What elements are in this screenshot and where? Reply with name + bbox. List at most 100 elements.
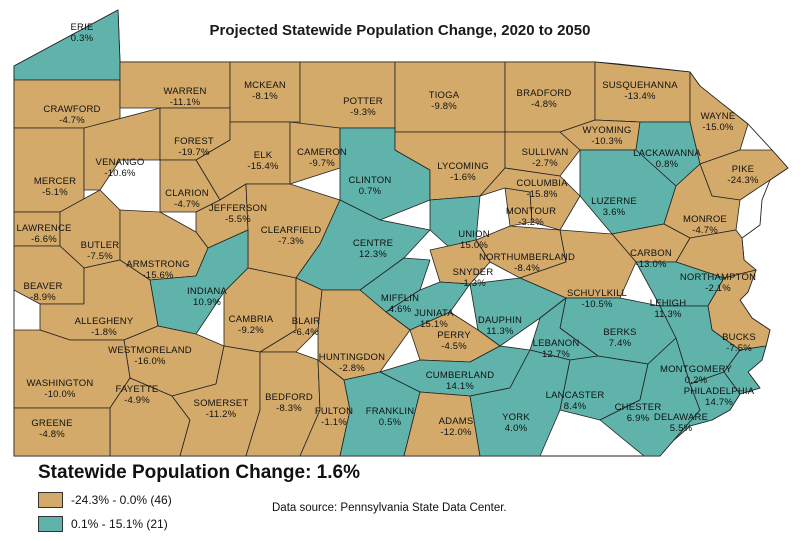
county-value: 11.3% bbox=[654, 309, 682, 320]
county-label-northumberland: NORTHUMBERLAND -8.4% bbox=[479, 252, 575, 274]
county-label-montgomery: MONTGOMERY 0.2% bbox=[660, 364, 732, 386]
county-value: -13.0% bbox=[635, 259, 667, 270]
county-shape-erie bbox=[13, 9, 121, 81]
county-label-cameron: CAMERON -9.7% bbox=[297, 147, 347, 169]
county-value: -1.6% bbox=[450, 172, 476, 183]
county-value: 4.0% bbox=[504, 423, 528, 434]
county-value: 0.5% bbox=[378, 417, 402, 428]
county-value: -8.3% bbox=[276, 403, 302, 414]
county-name: PERRY bbox=[437, 330, 471, 341]
county-label-washington: WASHINGTON -10.0% bbox=[27, 378, 94, 400]
county-label-chester: CHESTER 6.9% bbox=[615, 402, 662, 424]
county-value: 3.6% bbox=[602, 207, 626, 218]
county-value: -5.1% bbox=[42, 187, 68, 198]
county-name: SUSQUEHANNA bbox=[602, 80, 678, 91]
county-name: BERKS bbox=[603, 327, 637, 338]
county-value: -4.5% bbox=[441, 341, 467, 352]
county-value: -8.9% bbox=[30, 292, 56, 303]
county-name: CHESTER bbox=[614, 402, 662, 413]
county-value: 14.7% bbox=[705, 397, 733, 408]
county-value: 0.2% bbox=[684, 375, 708, 386]
county-label-lebanon: LEBANON 12.7% bbox=[533, 338, 580, 360]
county-label-greene: GREENE -4.8% bbox=[31, 418, 72, 440]
county-label-fulton: FULTON -1.1% bbox=[315, 406, 353, 428]
county-shape-delaware bbox=[673, 371, 741, 441]
county-name: MCKEAN bbox=[244, 80, 286, 91]
county-label-beaver: BEAVER -8.9% bbox=[23, 281, 62, 303]
county-name: CUMBERLAND bbox=[425, 370, 495, 381]
county-label-cumberland: CUMBERLAND 14.1% bbox=[426, 370, 495, 392]
county-label-fayette: FAYETTE -4.9% bbox=[116, 384, 159, 406]
county-value: 5.5% bbox=[669, 423, 693, 434]
county-name: GREENE bbox=[31, 418, 73, 429]
county-label-venango: VENANGO -10.6% bbox=[96, 157, 145, 179]
county-name: MIFFLIN bbox=[380, 293, 420, 304]
county-name: BEAVER bbox=[23, 281, 63, 292]
county-label-lehigh: LEHIGH 11.3% bbox=[650, 298, 687, 320]
county-label-lycoming: LYCOMING -1.6% bbox=[437, 161, 489, 183]
county-name: BRADFORD bbox=[516, 88, 572, 99]
county-label-clarion: CLARION -4.7% bbox=[165, 188, 209, 210]
county-value: -4.7% bbox=[174, 199, 200, 210]
county-label-montour: MONTOUR -3.2% bbox=[506, 206, 556, 228]
county-label-monroe: MONROE -4.7% bbox=[683, 214, 727, 236]
county-value: 6.9% bbox=[626, 413, 650, 424]
county-label-carbon: CARBON -13.0% bbox=[630, 248, 672, 270]
county-label-jefferson: JEFFERSON -5.5% bbox=[209, 203, 267, 225]
legend-label-decline: -24.3% - 0.0% (46) bbox=[71, 493, 172, 507]
county-shape-snyder bbox=[429, 239, 491, 285]
county-name: ELK bbox=[253, 150, 273, 161]
county-label-luzerne: LUZERNE 3.6% bbox=[591, 196, 637, 218]
county-value: -9.7% bbox=[309, 158, 335, 169]
county-value: -15.6% bbox=[142, 270, 174, 281]
county-label-perry: PERRY -4.5% bbox=[437, 330, 471, 352]
county-value: -3.2% bbox=[518, 217, 544, 228]
legend-swatch-decline bbox=[38, 492, 63, 508]
county-name: PIKE bbox=[731, 164, 755, 175]
county-label-adams: ADAMS -12.0% bbox=[439, 416, 474, 438]
county-value: -19.7% bbox=[178, 147, 210, 158]
county-label-lawrence: LAWRENCE -6.6% bbox=[16, 223, 71, 245]
county-value: 12.3% bbox=[359, 249, 387, 260]
county-name: BUCKS bbox=[722, 332, 756, 343]
county-name: CRAWFORD bbox=[43, 104, 101, 115]
county-label-franklin: FRANKLIN 0.5% bbox=[366, 406, 415, 428]
county-label-somerset: SOMERSET -11.2% bbox=[194, 398, 249, 420]
county-label-clinton: CLINTON 0.7% bbox=[349, 175, 392, 197]
county-name: WYOMING bbox=[582, 125, 632, 136]
county-label-union: UNION 15.0% bbox=[458, 229, 490, 251]
county-value: -10.3% bbox=[591, 136, 623, 147]
county-name: LEBANON bbox=[532, 338, 580, 349]
county-name: ERIE bbox=[70, 22, 94, 33]
county-value: -5.5% bbox=[225, 214, 251, 225]
county-name: LANCASTER bbox=[545, 390, 605, 401]
county-value: -1.3% bbox=[460, 278, 486, 289]
county-label-lackawanna: LACKAWANNA 0.8% bbox=[633, 148, 701, 170]
county-label-mercer: MERCER -5.1% bbox=[34, 176, 76, 198]
map-title: Projected Statewide Population Change, 2… bbox=[209, 22, 591, 39]
county-label-wayne: WAYNE -15.0% bbox=[701, 111, 736, 133]
county-name: ADAMS bbox=[438, 416, 474, 427]
county-label-potter: POTTER -9.3% bbox=[343, 96, 383, 118]
county-name: TIOGA bbox=[428, 90, 460, 101]
county-label-snyder: SNYDER -1.3% bbox=[453, 267, 494, 289]
county-name: CAMERON bbox=[297, 147, 347, 158]
county-shape-mercer bbox=[13, 127, 85, 213]
county-label-bucks: BUCKS -7.5% bbox=[722, 332, 756, 354]
county-label-huntingdon: HUNTINGDON -2.8% bbox=[319, 352, 385, 374]
county-value: -2.1% bbox=[705, 283, 731, 294]
county-value: -10.0% bbox=[44, 389, 76, 400]
county-label-butler: BUTLER -7.5% bbox=[81, 240, 120, 262]
county-value: 15.1% bbox=[420, 319, 448, 330]
county-value: 8.4% bbox=[563, 401, 587, 412]
county-name: FULTON bbox=[314, 406, 354, 417]
county-label-berks: BERKS 7.4% bbox=[603, 327, 636, 349]
county-name: NORTHAMPTON bbox=[679, 272, 757, 283]
county-label-schuylkill: SCHUYLKILL -10.5% bbox=[567, 288, 627, 310]
county-label-warren: WARREN -11.1% bbox=[163, 86, 206, 108]
county-name: CARBON bbox=[630, 248, 672, 259]
county-label-wyoming: WYOMING -10.3% bbox=[583, 125, 632, 147]
county-name: ALLEGHENY bbox=[74, 316, 134, 327]
county-label-pike: PIKE -24.3% bbox=[727, 164, 758, 186]
